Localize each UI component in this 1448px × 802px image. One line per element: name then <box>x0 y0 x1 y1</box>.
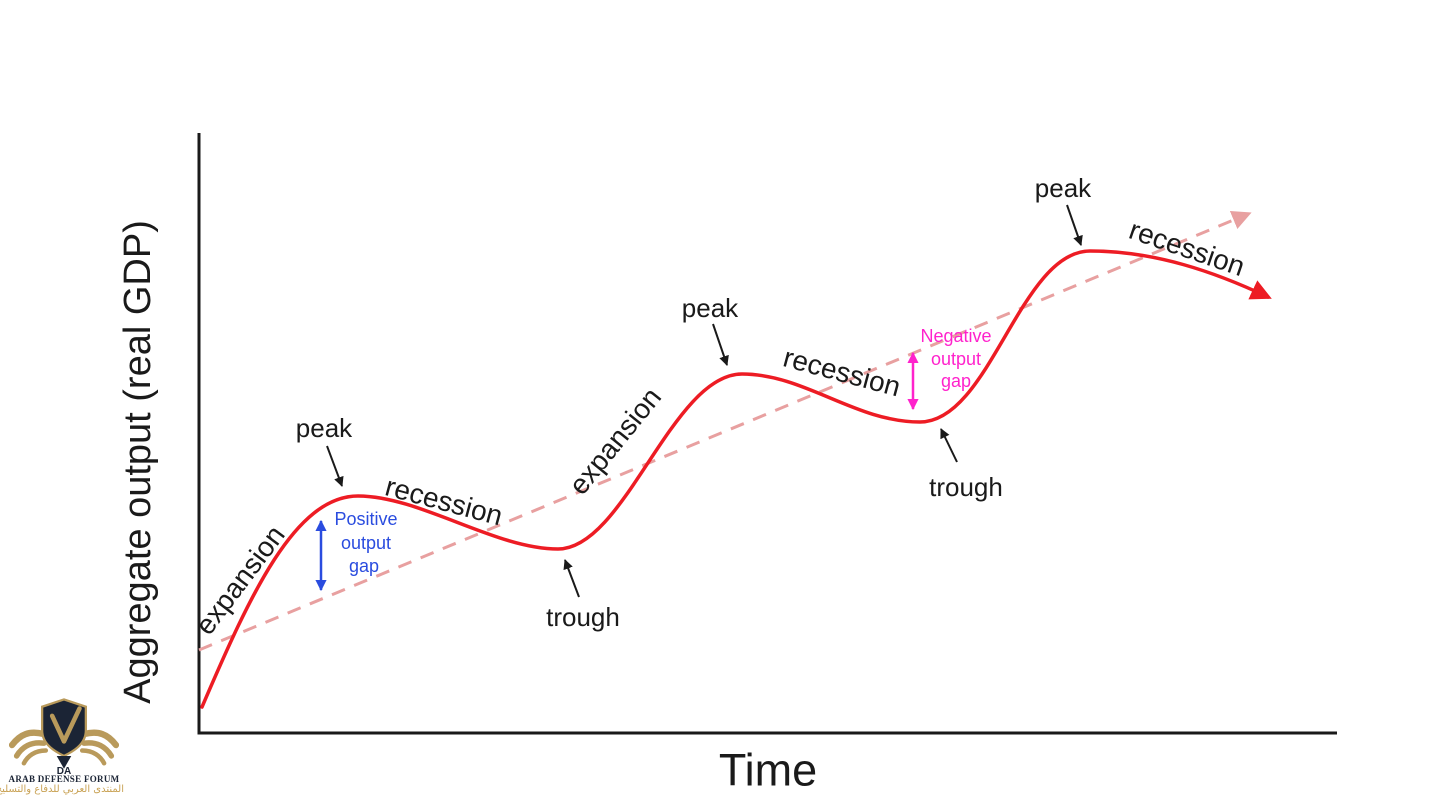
watermark-logo: DA ARAB DEFENSE FORUM المنتدى العربي للد… <box>0 694 124 795</box>
peak-1-label: peak <box>296 413 353 443</box>
positive-output-gap-label: Positive output gap <box>334 509 397 576</box>
y-axis-label: Aggregate output (real GDP) <box>117 220 159 704</box>
business-cycle-curve <box>200 249 1272 709</box>
negative-gap-line-2: output <box>931 349 981 369</box>
x-axis-label: Time <box>719 745 817 796</box>
expansion-2-label: expansion <box>563 382 667 501</box>
watermark-title: ARAB DEFENSE FORUM <box>8 774 120 784</box>
positive-gap-line-1: Positive <box>334 509 397 529</box>
peak-3-arrow <box>1066 204 1083 246</box>
recession-3-label: recession <box>1125 214 1248 282</box>
watermark-subtitle: المنتدى العربي للدفاع والتسليح <box>0 784 124 795</box>
peak-1-arrow <box>326 445 344 487</box>
svg-text:DA: DA <box>57 766 71 776</box>
negative-output-gap-label: Negative output gap <box>920 326 991 391</box>
peak-3-label: peak <box>1035 173 1092 203</box>
peak-2-arrow <box>712 323 729 366</box>
trend-line <box>198 210 1252 652</box>
trough-1-label: trough <box>546 602 620 632</box>
trough-2-arrow <box>940 428 958 463</box>
recession-2-label: recession <box>780 342 904 403</box>
trough-1-arrow <box>563 559 580 598</box>
recession-1-label: recession <box>382 471 506 532</box>
positive-gap-line-2: output <box>341 533 391 553</box>
forum-emblem-icon: DA <box>9 698 119 776</box>
negative-gap-line-3: gap <box>941 371 971 391</box>
peak-2-label: peak <box>682 293 739 323</box>
trough-2-label: trough <box>929 472 1003 502</box>
positive-gap-line-3: gap <box>349 556 379 576</box>
negative-gap-line-1: Negative <box>920 326 991 346</box>
